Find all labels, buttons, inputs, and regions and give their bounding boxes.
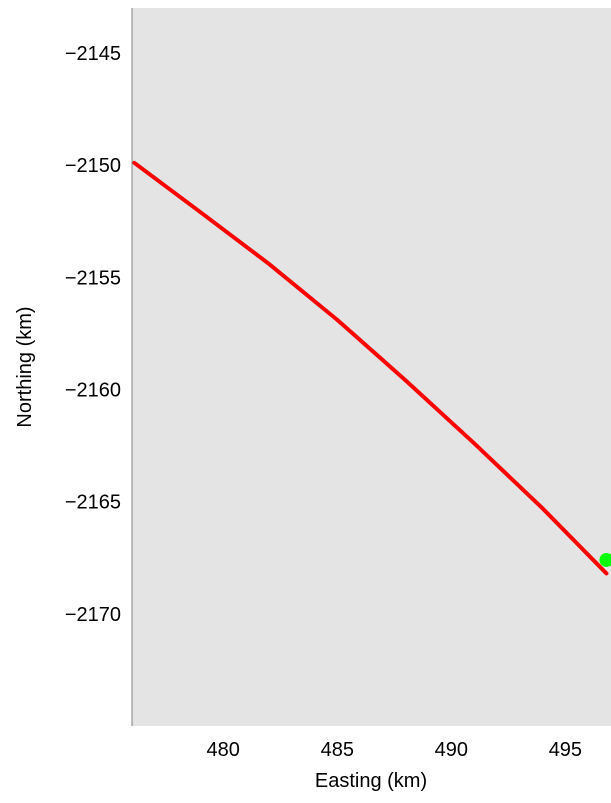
x-tick-label: 485: [321, 739, 354, 761]
x-tick-label: 495: [549, 739, 582, 761]
y-tick-label: −2165: [65, 492, 121, 514]
y-tick-label: −2160: [65, 379, 121, 401]
y-tick-label: −2150: [65, 155, 121, 177]
plot-area: [132, 8, 611, 726]
y-tick-label: −2155: [65, 267, 121, 289]
end-point-marker: [599, 552, 611, 567]
marker-layer: [599, 552, 611, 567]
x-tick-label: 480: [207, 739, 240, 761]
y-tick-label: −2170: [65, 604, 121, 626]
x-tick-labels: 480 485 490 495: [207, 739, 583, 761]
series-layer: [132, 160, 609, 576]
series-line: [132, 160, 609, 576]
y-axis-title: Northing (km): [14, 306, 36, 427]
x-tick-label: 490: [435, 739, 468, 761]
y-tick-label: −2145: [65, 43, 121, 65]
y-tick-labels: −2145 −2150 −2155 −2160 −2165 −2170: [65, 43, 121, 626]
x-axis-title: Easting (km): [315, 770, 427, 792]
